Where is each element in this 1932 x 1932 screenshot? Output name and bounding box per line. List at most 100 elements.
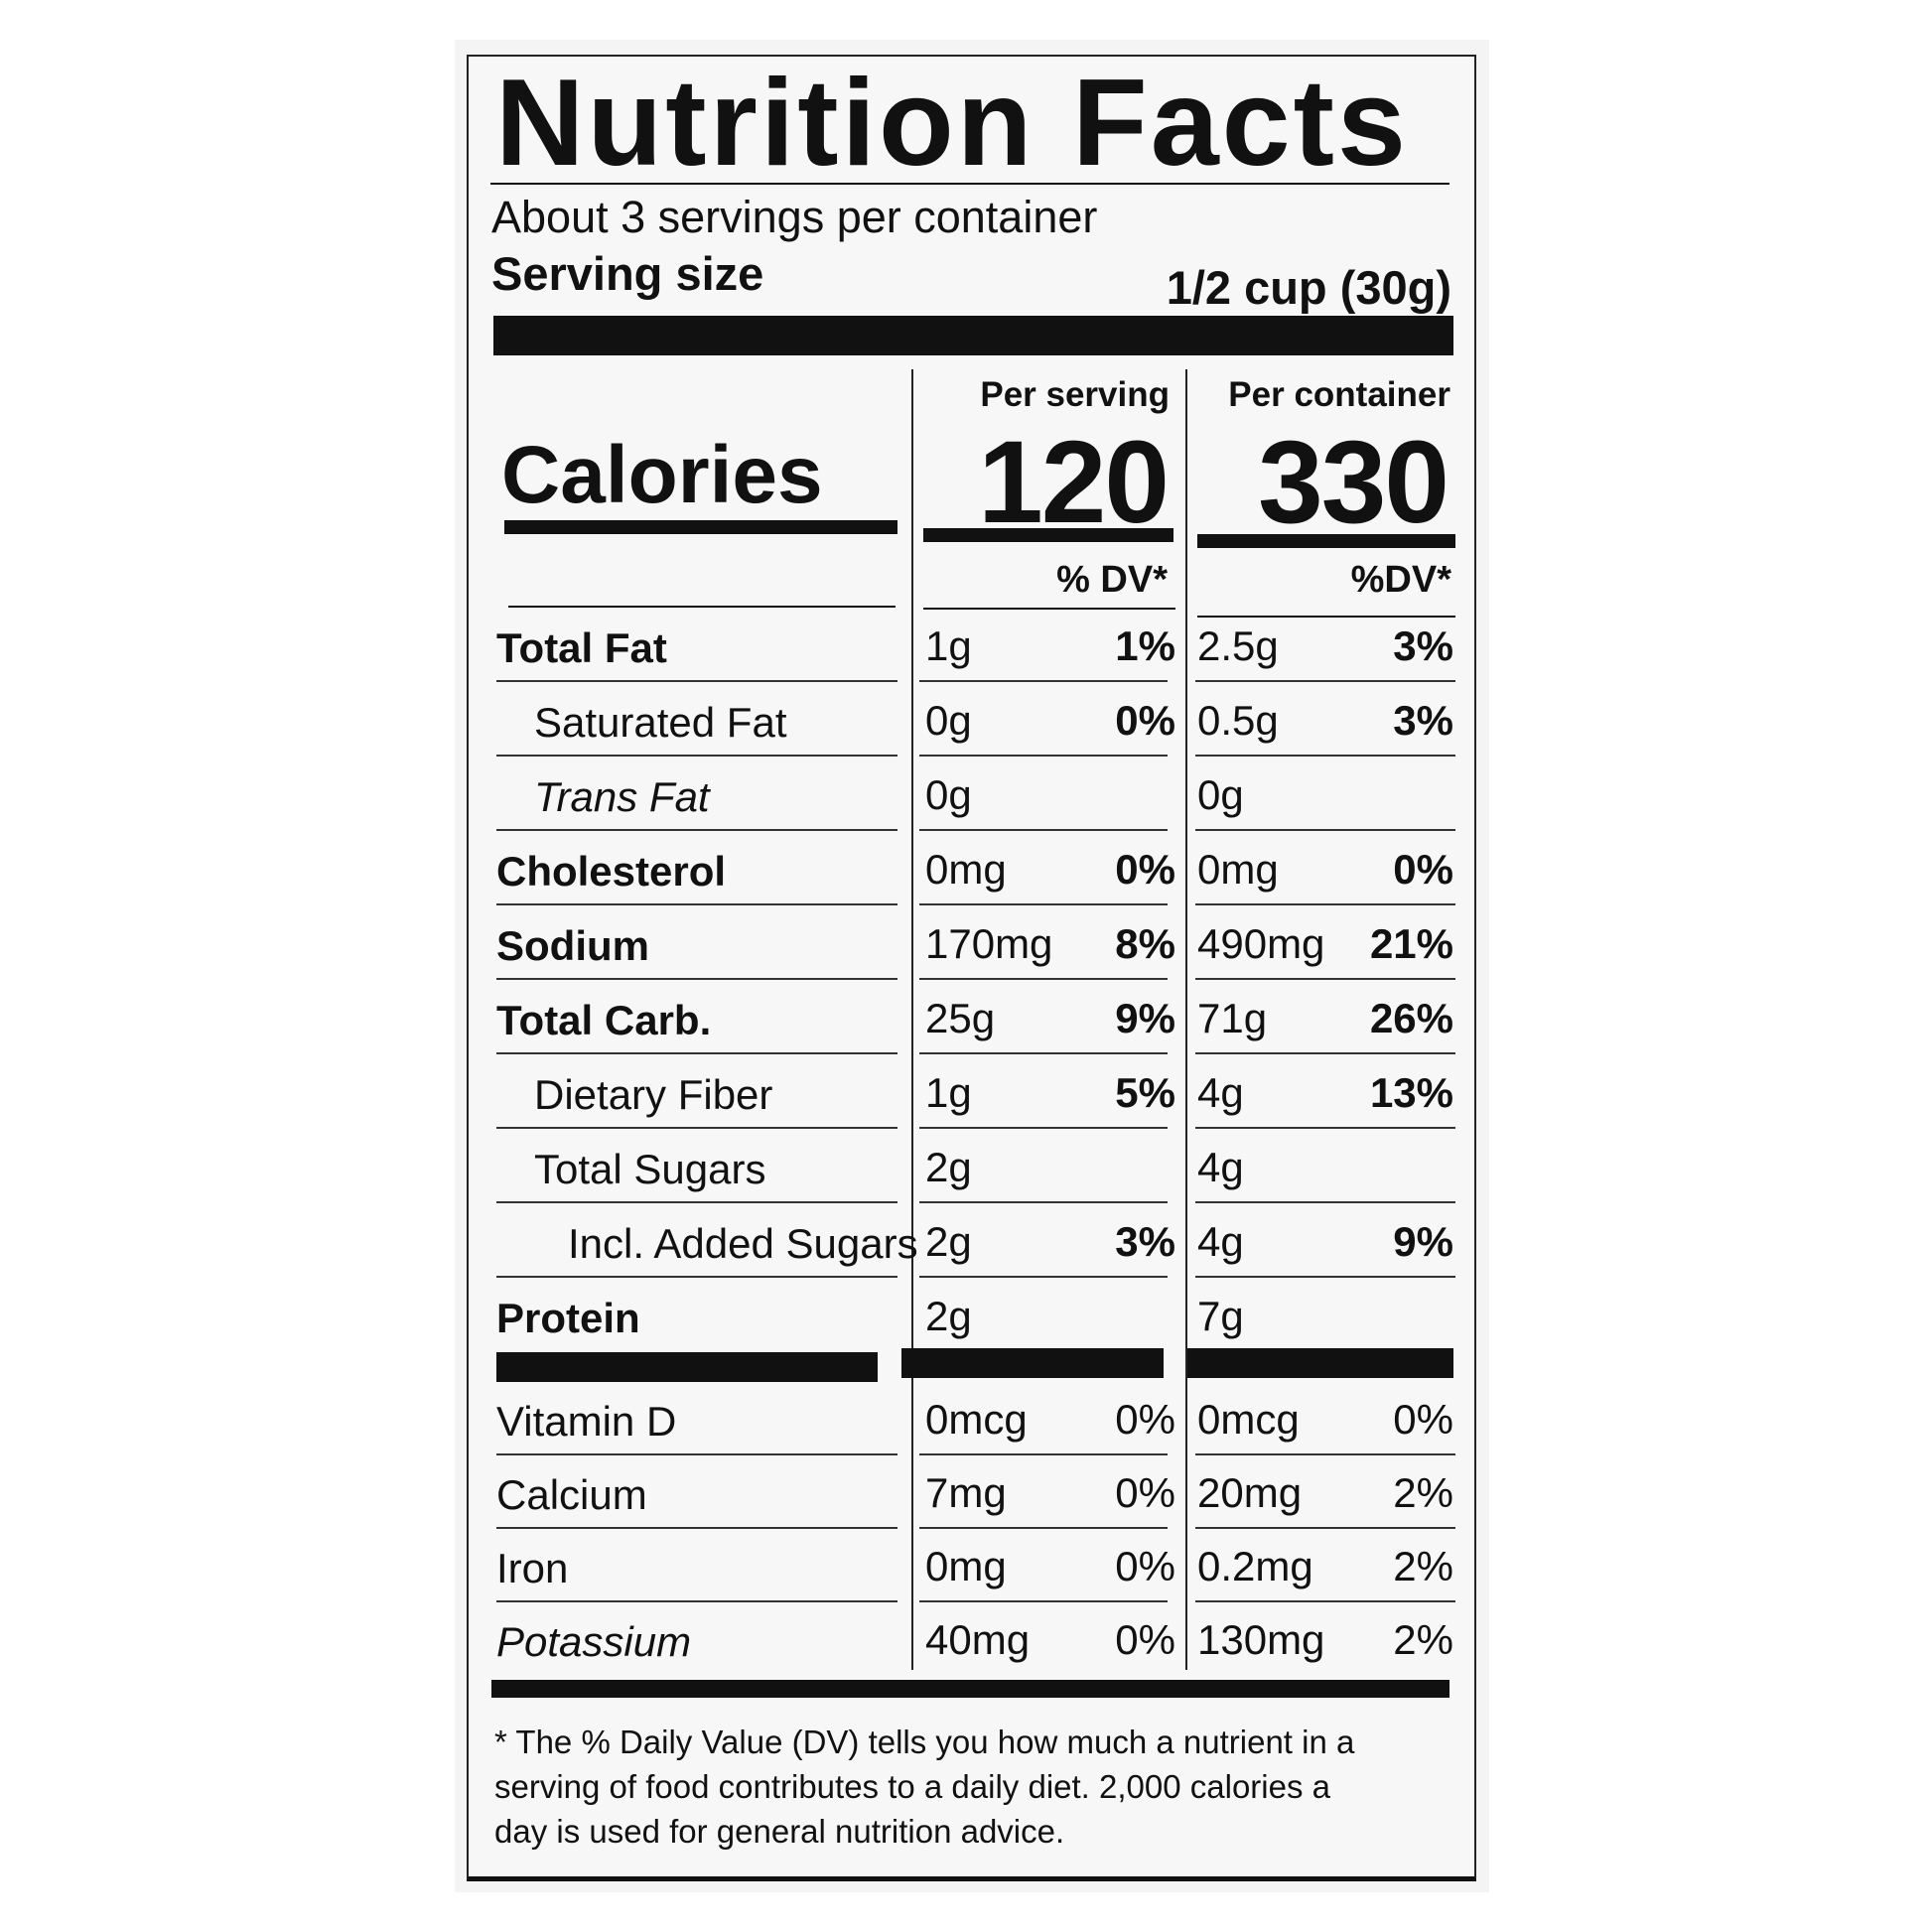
- divider: [496, 1276, 897, 1278]
- dv-per-container: 9%: [1393, 1218, 1453, 1265]
- divider: [1195, 903, 1455, 905]
- divider: [496, 903, 897, 905]
- column-divider: [1185, 369, 1187, 1670]
- dv-header-serving: % DV*: [1056, 559, 1168, 601]
- divider: [919, 1276, 1168, 1278]
- nutrient-row: Potassium 40mg 0% 130mg 2%: [488, 1602, 1457, 1676]
- amount-per-serving: 2g: [925, 1144, 972, 1190]
- dv-per-serving: 5%: [1115, 1069, 1175, 1116]
- calories-per-container: 330: [1258, 417, 1449, 548]
- footnote: * The % Daily Value (DV) tells you how m…: [494, 1724, 1355, 1850]
- amount-per-serving: 0g: [925, 771, 972, 818]
- amount-per-container: 7g: [1197, 1293, 1244, 1339]
- amount-per-container: 0mg: [1197, 846, 1279, 893]
- divider: [496, 1201, 897, 1203]
- dv-per-serving: 9%: [1115, 995, 1175, 1041]
- nutrient-row: Total Carb. 25g 9% 71g 26%: [488, 980, 1457, 1054]
- nutrient-name: Vitamin D: [496, 1398, 677, 1445]
- divider: [496, 755, 897, 757]
- amount-per-serving: 7mg: [925, 1469, 1007, 1516]
- nutrient-row: Cholesterol 0mg 0% 0mg 0%: [488, 831, 1457, 905]
- nutrient-name: Dietary Fiber: [534, 1071, 773, 1118]
- calories-label: Calories: [501, 430, 823, 520]
- divider: [1195, 1201, 1455, 1203]
- nutrient-name: Iron: [496, 1545, 569, 1591]
- nutrient-name: Cholesterol: [496, 848, 727, 895]
- nutrient-row: Calcium 7mg 0% 20mg 2%: [488, 1455, 1457, 1529]
- divider: [1195, 1276, 1455, 1278]
- divider: [490, 183, 1449, 185]
- amount-per-serving: 2g: [925, 1218, 972, 1265]
- nutrient-row: Vitamin D 0mcg 0% 0mcg 0%: [488, 1382, 1457, 1455]
- per-serving-header: Per serving: [980, 375, 1170, 414]
- amount-per-serving: 0mg: [925, 1543, 1007, 1589]
- amount-per-container: 490mg: [1197, 920, 1325, 967]
- divider: [496, 1052, 897, 1054]
- divider: [496, 680, 897, 682]
- dv-per-container: 3%: [1393, 622, 1453, 669]
- nutrient-name: Protein: [496, 1295, 640, 1341]
- divider: [919, 1201, 1168, 1203]
- thick-divider: [493, 316, 1453, 355]
- divider: [496, 1127, 897, 1129]
- divider: [1195, 1127, 1455, 1129]
- dv-per-serving: 0%: [1115, 1543, 1175, 1589]
- amount-per-container: 0.2mg: [1197, 1543, 1313, 1589]
- dv-per-container: 2%: [1393, 1543, 1453, 1589]
- nutrient-row: Total Fat 1g 1% 2.5g 3%: [488, 608, 1457, 682]
- amount-per-serving: 1g: [925, 1069, 972, 1116]
- dv-per-serving: 1%: [1115, 622, 1175, 669]
- divider: [496, 978, 897, 980]
- nutrient-name: Sodium: [496, 922, 649, 969]
- dv-per-serving: 0%: [1115, 1396, 1175, 1443]
- amount-per-serving: 40mg: [925, 1616, 1031, 1663]
- dv-per-container: 0%: [1393, 1396, 1453, 1443]
- divider: [1195, 1453, 1455, 1455]
- calories-bar: [923, 528, 1173, 542]
- calories-per-serving: 120: [978, 417, 1170, 548]
- serving-size-label: Serving size: [491, 247, 764, 300]
- nutrient-name: Incl. Added Sugars: [568, 1220, 918, 1267]
- amount-per-serving: 0mcg: [925, 1396, 1028, 1443]
- calories-bar: [504, 520, 897, 534]
- amount-per-serving: 170mg: [925, 920, 1053, 967]
- nutrient-name: Total Fat: [496, 624, 667, 671]
- dv-per-serving: 0%: [1115, 697, 1175, 744]
- amount-per-serving: 0g: [925, 697, 972, 744]
- divider: [496, 1453, 897, 1455]
- divider: [919, 829, 1168, 831]
- divider: [1195, 755, 1455, 757]
- divider: [496, 829, 897, 831]
- dv-per-serving: 0%: [1115, 1469, 1175, 1516]
- divider: [496, 1527, 897, 1529]
- dv-header-container: %DV*: [1350, 559, 1451, 601]
- nutrition-label: [467, 55, 1476, 1881]
- nutrient-name: Saturated Fat: [534, 699, 787, 746]
- amount-per-container: 0g: [1197, 771, 1244, 818]
- amount-per-container: 0.5g: [1197, 697, 1279, 744]
- amount-per-serving: 2g: [925, 1293, 972, 1339]
- nutrient-row: Sodium 170mg 8% 490mg 21%: [488, 905, 1457, 980]
- nutrient-row: Iron 0mg 0% 0.2mg 2%: [488, 1529, 1457, 1602]
- divider: [919, 680, 1168, 682]
- dv-per-serving: 3%: [1115, 1218, 1175, 1265]
- amount-per-serving: 1g: [925, 622, 972, 669]
- dv-per-container: 13%: [1369, 1069, 1453, 1116]
- amount-per-container: 2.5g: [1197, 622, 1279, 669]
- thick-divider: [491, 1680, 1449, 1698]
- dv-per-serving: 8%: [1115, 920, 1175, 967]
- nutrient-row: Saturated Fat 0g 0% 0.5g 3%: [488, 682, 1457, 757]
- amount-per-container: 4g: [1197, 1069, 1244, 1116]
- serving-size-value: 1/2 cup (30g): [1166, 261, 1451, 314]
- divider: [919, 978, 1168, 980]
- thick-divider: [496, 1352, 878, 1382]
- nutrient-name: Calcium: [496, 1471, 647, 1518]
- nutrient-name: Total Sugars: [534, 1146, 766, 1192]
- dv-per-container: 21%: [1369, 920, 1453, 967]
- nutrient-row: Trans Fat 0g 0g: [488, 757, 1457, 831]
- dv-per-container: 2%: [1393, 1469, 1453, 1516]
- amount-per-serving: 25g: [925, 995, 996, 1041]
- divider: [1195, 680, 1455, 682]
- calories-bar: [1197, 534, 1455, 548]
- divider: [1195, 1600, 1455, 1602]
